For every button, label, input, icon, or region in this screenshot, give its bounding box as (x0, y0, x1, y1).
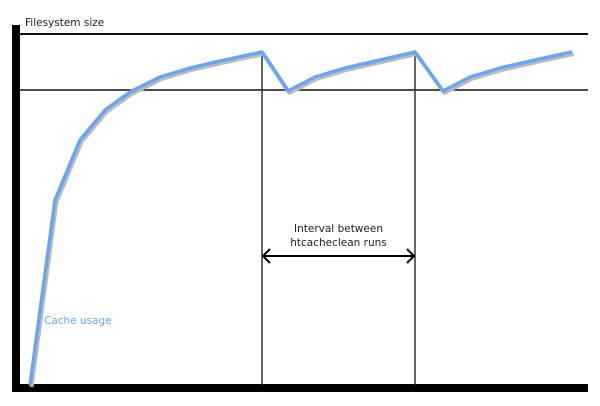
x-axis (12, 384, 588, 392)
cache-usage-shadow (29, 52, 574, 388)
cache-usage-label: Cache usage (44, 315, 112, 327)
cache-usage-curve (28, 50, 573, 386)
interval-arrow (261, 248, 416, 264)
interval-label: Interval between htcacheclean runs (262, 222, 415, 250)
y-axis-label: Filesystem size (25, 17, 105, 29)
y-axis (12, 25, 20, 392)
interval-label-line1: Interval between (294, 223, 383, 235)
interval-label-line2: htcacheclean runs (290, 237, 387, 249)
